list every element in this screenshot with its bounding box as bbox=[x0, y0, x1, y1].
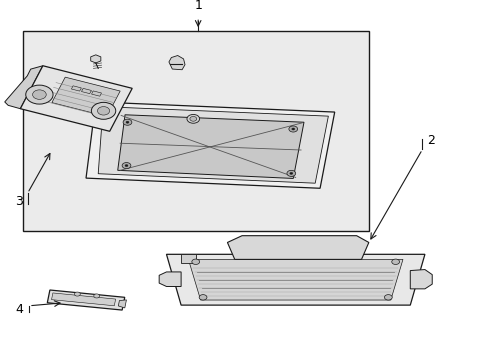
Bar bbox=[22, 31, 368, 231]
Polygon shape bbox=[181, 254, 195, 263]
Circle shape bbox=[384, 294, 391, 300]
Polygon shape bbox=[409, 270, 431, 289]
Circle shape bbox=[74, 292, 80, 296]
Circle shape bbox=[97, 107, 109, 115]
Text: 1: 1 bbox=[194, 0, 202, 12]
Circle shape bbox=[391, 259, 399, 265]
Circle shape bbox=[186, 114, 199, 123]
Polygon shape bbox=[20, 66, 132, 131]
Circle shape bbox=[286, 170, 295, 176]
Polygon shape bbox=[159, 272, 181, 287]
Polygon shape bbox=[166, 254, 424, 305]
Circle shape bbox=[94, 294, 100, 298]
Polygon shape bbox=[188, 260, 402, 300]
Polygon shape bbox=[52, 77, 120, 117]
Circle shape bbox=[191, 259, 199, 265]
Circle shape bbox=[91, 102, 116, 119]
Polygon shape bbox=[81, 88, 91, 94]
Text: 2: 2 bbox=[427, 134, 434, 147]
Circle shape bbox=[122, 162, 131, 168]
Polygon shape bbox=[86, 102, 334, 188]
Circle shape bbox=[291, 128, 294, 130]
Circle shape bbox=[199, 294, 206, 300]
Circle shape bbox=[289, 172, 292, 174]
Polygon shape bbox=[227, 236, 368, 260]
Circle shape bbox=[126, 121, 129, 123]
Polygon shape bbox=[118, 300, 126, 308]
Polygon shape bbox=[71, 86, 81, 91]
Polygon shape bbox=[47, 290, 124, 310]
Polygon shape bbox=[168, 55, 184, 70]
Polygon shape bbox=[98, 107, 328, 183]
Polygon shape bbox=[118, 115, 304, 179]
Text: 4: 4 bbox=[15, 303, 23, 316]
Polygon shape bbox=[51, 293, 116, 306]
Circle shape bbox=[123, 119, 132, 125]
Circle shape bbox=[288, 126, 297, 132]
Circle shape bbox=[189, 117, 196, 121]
Circle shape bbox=[26, 85, 53, 104]
Circle shape bbox=[33, 90, 46, 99]
Polygon shape bbox=[91, 91, 102, 96]
Polygon shape bbox=[91, 55, 101, 63]
Text: 3: 3 bbox=[15, 195, 23, 208]
Polygon shape bbox=[5, 66, 43, 109]
Circle shape bbox=[125, 165, 128, 167]
